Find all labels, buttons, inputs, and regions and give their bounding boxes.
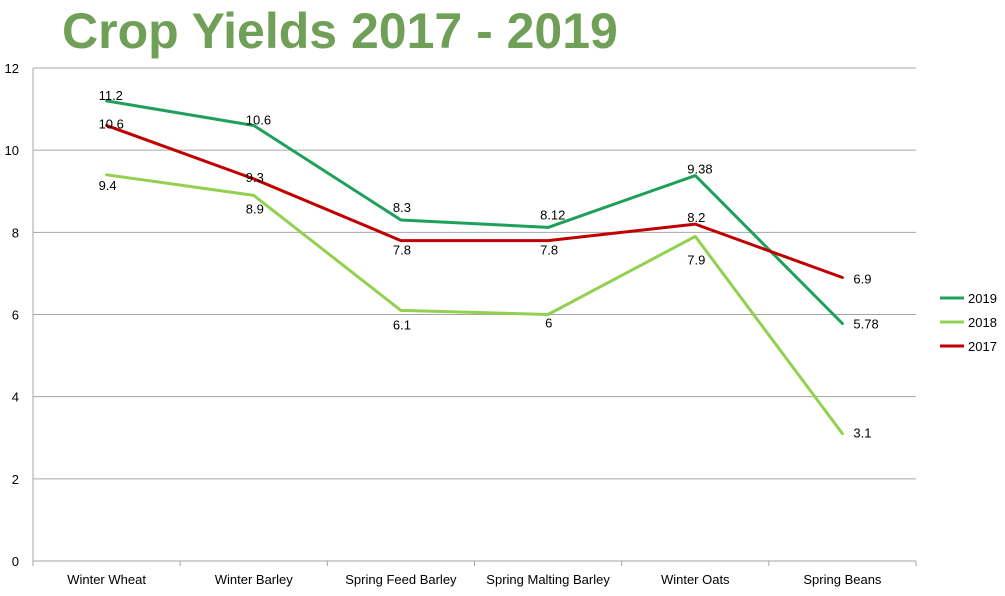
x-tick-label: Winter Oats [661, 572, 730, 587]
x-tick-label: Spring Feed Barley [345, 572, 457, 587]
axes: 0 2 4 6 8 10 12 Winter Wheat Winter Barley Spring… [5, 61, 917, 587]
x-tick-label: Spring Malting Barley [486, 572, 610, 587]
data-label: 8.3 [393, 200, 411, 215]
series-line-2018 [105, 173, 844, 436]
series-line-2017 [105, 124, 844, 279]
y-tick-label: 10 [5, 143, 19, 158]
data-label: 10.6 [246, 113, 271, 128]
legend: 2019 2018 2017 [940, 291, 997, 354]
gridlines [33, 67, 916, 480]
legend-label: 2019 [968, 291, 997, 306]
data-label: 6.9 [853, 272, 871, 287]
y-tick-label: 4 [12, 390, 19, 405]
x-tick-label: Winter Barley [215, 572, 294, 587]
data-label: 8.9 [246, 201, 264, 216]
data-label: 8.12 [540, 207, 565, 222]
y-tick-label: 6 [12, 308, 19, 323]
data-labels: 11.2 10.6 8.3 8.12 9.38 5.78 9.4 8.9 6.1 6 7.9 3.1 1… [99, 88, 879, 441]
data-label: 9.3 [246, 170, 264, 185]
y-tick-label: 0 [12, 554, 19, 569]
data-label: 9.4 [99, 178, 117, 193]
data-label: 7.9 [687, 252, 705, 267]
data-label: 7.8 [540, 243, 558, 258]
data-label: 6.1 [393, 317, 411, 332]
data-label: 3.1 [853, 426, 871, 441]
x-tick-label: Winter Wheat [67, 572, 146, 587]
x-tick-label: Spring Beans [803, 572, 882, 587]
legend-label: 2017 [968, 339, 997, 354]
data-label: 5.78 [853, 317, 878, 332]
data-label: 10.6 [99, 117, 124, 132]
data-label: 7.8 [393, 243, 411, 258]
series-lines [105, 99, 844, 436]
data-label: 11.2 [99, 88, 123, 103]
data-label: 6 [545, 316, 552, 331]
series-line-2019 [105, 99, 844, 325]
y-tick-label: 12 [5, 61, 19, 76]
chart-title: Crop Yields 2017 - 2019 [62, 3, 618, 59]
data-label: 9.38 [687, 162, 712, 177]
legend-label: 2018 [968, 315, 997, 330]
y-tick-label: 2 [12, 472, 19, 487]
y-tick-label: 8 [12, 225, 19, 240]
data-label: 8.2 [687, 210, 705, 225]
